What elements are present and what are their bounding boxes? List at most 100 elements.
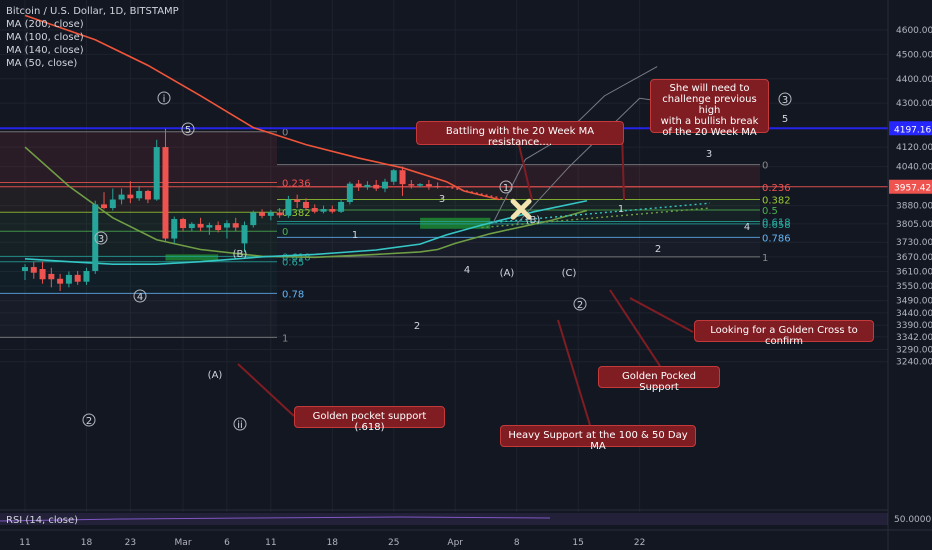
wave-label-14: (A) [500,268,515,279]
candle-body-37 [346,183,353,202]
ma-projection-teal [490,202,710,224]
time-axis-label-9: 8 [514,538,520,548]
fib-left-label-6: 0.78 [282,289,304,300]
wave-label-ring-21 [778,92,792,106]
price-axis-label-12: 3610.00 [896,267,932,277]
candle-body-15 [153,147,160,200]
legend-ma140[interactable]: MA (140, close) [6,45,84,56]
price-axis-label-5: 4120.00 [896,143,932,153]
wave-labels: i 5 3 4 (B) (A) ii 2 1 2 3 4 1 (B) (A) (C) 1 2 3 4 5 3 2 [82,91,792,431]
price-axis-badge-label-7: 3957.42 [894,184,931,194]
fib-right-band-4 [277,221,760,224]
candle-body-24 [232,223,239,228]
candle-body-46 [425,184,432,187]
time-axis-label-2: 23 [125,538,136,548]
legend-ma200[interactable]: MA (200, close) [6,19,84,30]
legend-symbol[interactable]: Bitcoin / U.S. Dollar, 1D, BITSTAMP [6,6,179,17]
candle-body-12 [127,194,134,199]
candle-body-13 [136,190,143,199]
candle-body-27 [259,212,266,216]
price-axis-badge-7 [889,179,932,194]
time-axis-label-4: 6 [224,538,230,548]
wave-label-10: 3 [439,194,445,205]
wave-label-ring-3 [133,289,147,303]
wave-label-21: 3 [782,95,788,106]
price-axis-label-17: 3342.00 [896,333,932,343]
wave-label-22: 2 [577,300,583,311]
wave-label-15: (C) [562,268,577,279]
candle-body-25 [241,225,248,244]
candle-body-47 [434,186,441,188]
time-axis-label-7: 25 [388,538,399,548]
price-axis-label-0: 4600.00 [896,26,932,36]
legend-ma100[interactable]: MA (100, close) [6,32,84,43]
wave-label-19: 4 [744,222,750,233]
legend-ma50[interactable]: MA (50, close) [6,58,78,69]
time-axis-label-10: 15 [572,538,583,548]
candle-body-7 [83,270,90,282]
fib-right-label-3: 0.5 [762,206,778,217]
fib-right-band-1 [277,186,760,200]
fib-left-label-5: 0.65 [282,258,304,269]
price-axis-label-19: 3240.00 [896,358,932,368]
golden-zone-left [165,254,219,261]
ma-line-ma-50-close- [24,146,588,259]
callout-heavy-support: Heavy Support at the 100 & 50 Day MA [500,425,696,452]
fib-right-label-7: 1 [762,253,768,264]
ma-projection-red [446,186,509,201]
wave-label-5: (A) [208,370,223,381]
wave-label-12: 1 [503,183,509,194]
rsi-axis-value: 50.0000 [894,515,931,525]
candle-body-0 [22,267,28,271]
wave-label-ring-12 [499,180,513,194]
time-axis-label-0: 11 [19,538,30,548]
candle-body-21 [206,225,213,228]
wave-label-13: (B) [526,215,541,226]
price-axis-label-18: 3290.00 [896,346,932,356]
candle-body-38 [355,183,362,188]
candle-body-28 [267,212,274,216]
wave-label-18: 3 [706,149,712,160]
candle-body-23 [223,223,230,228]
wave-label-ring-2 [94,231,108,245]
callout-golden-pocket: Golden pocket support (.618) [294,406,445,433]
price-axis-label-16: 3390.00 [896,321,932,331]
candle-body-35 [329,209,336,212]
callout-golden-pocked: Golden Pocked Support [598,366,720,393]
price-axis-label-15: 3440.00 [896,309,932,319]
candle-body-3 [48,273,55,280]
candle-body-41 [381,181,388,189]
projection-lines [237,66,754,426]
candle-body-4 [57,278,64,284]
candle-body-17 [171,219,178,239]
time-axis-label-8: Apr [447,538,463,548]
rsi-line [0,516,551,522]
rsi-label[interactable]: RSI (14, close) [6,515,79,526]
ma-line-ma-200-close- [24,14,500,201]
fib-left-label-2: 0.382 [282,208,311,219]
callout-connector-0 [518,144,533,201]
fib-right-band-6 [277,237,760,257]
callout-connector-4 [557,319,591,426]
wave-label-ring-1 [181,122,195,136]
candle-body-10 [109,199,116,209]
fib-right-label-1: 0.236 [762,183,791,194]
price-axis-label-3: 4300.00 [896,99,932,109]
fib-left-label-7: 1 [282,333,288,344]
candle-body-31 [294,199,301,202]
fib-right-label-4: 0.618 [762,217,791,228]
candle-body-20 [197,223,204,228]
price-axis-label-2: 4400.00 [896,75,932,85]
candle-body-6 [74,274,81,282]
callout-battling: Battling with the 20 Week MA resistance.… [416,121,624,148]
wave-label-1: 5 [185,125,191,136]
price-axis-label-14: 3490.00 [896,297,932,307]
wave-label-6: ii [237,420,243,431]
candle-body-36 [338,201,345,212]
wave-label-3: 4 [137,292,143,303]
wave-label-0: i [163,94,166,105]
price-axis-bg [888,0,932,550]
candle-body-16 [162,147,169,239]
fib-left-label-4: 0.618 [282,252,311,263]
